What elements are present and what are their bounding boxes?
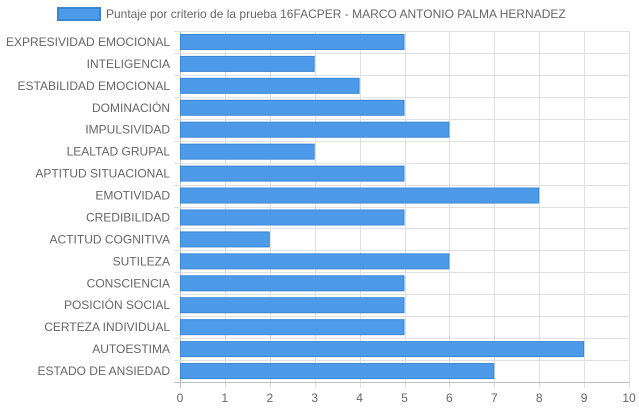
category-label: DOMINACIÓN xyxy=(92,100,170,115)
chart-legend[interactable]: Puntaje por criterio de la prueba 16FACP… xyxy=(57,7,566,21)
x-tick-label: 10 xyxy=(622,391,636,405)
bar xyxy=(180,55,315,72)
category-label: CREDIBILIDAD xyxy=(86,210,170,224)
bar xyxy=(180,297,405,314)
category-label: LEALTAD GRUPAL xyxy=(67,145,171,159)
bar xyxy=(180,209,405,226)
x-tick-label: 6 xyxy=(446,391,453,405)
bar xyxy=(180,121,450,138)
chart-bars xyxy=(180,33,585,380)
bar xyxy=(180,319,405,336)
category-label: APTITUD SITUACIONAL xyxy=(35,167,170,181)
category-label: POSICIÓN SOCIAL xyxy=(64,297,170,312)
category-label: EMOTIVIDAD xyxy=(95,189,170,203)
bar xyxy=(180,143,315,160)
bar xyxy=(180,253,450,270)
bar xyxy=(180,99,405,116)
category-label: SUTILEZA xyxy=(113,254,170,268)
bar xyxy=(180,33,405,50)
bar xyxy=(180,187,540,204)
x-tick-label: 4 xyxy=(356,391,363,405)
category-label: ACTITUD COGNITIVA xyxy=(50,232,170,246)
x-tick-label: 8 xyxy=(536,391,543,405)
x-tick-label: 9 xyxy=(581,391,588,405)
x-tick-label: 0 xyxy=(177,391,184,405)
category-label: IMPULSIVIDAD xyxy=(85,123,170,137)
x-tick-label: 7 xyxy=(491,391,498,405)
bar xyxy=(180,341,585,358)
x-tick-label: 2 xyxy=(266,391,273,405)
category-label: ESTADO DE ANSIEDAD xyxy=(38,364,171,378)
x-tick-label: 1 xyxy=(222,391,229,405)
bar xyxy=(180,165,405,182)
legend-label: Puntaje por criterio de la prueba 16FACP… xyxy=(106,7,566,21)
bar xyxy=(180,231,270,248)
bar xyxy=(180,275,405,292)
legend-swatch xyxy=(57,7,101,21)
chart-grid xyxy=(174,31,630,388)
category-label: CERTEZA INDIVIDUAL xyxy=(44,320,170,334)
category-axis: EXPRESIVIDAD EMOCIONAL INTELIGENCIA ESTABI… xyxy=(6,35,170,378)
bar xyxy=(180,77,360,94)
category-label: ESTABILIDAD EMOCIONAL xyxy=(18,79,171,93)
category-label: CONSCIENCIA xyxy=(87,276,170,290)
category-label: INTELIGENCIA xyxy=(87,57,170,71)
category-label: AUTOESTIMA xyxy=(92,342,170,356)
x-tick-label: 5 xyxy=(401,391,408,405)
bar xyxy=(180,363,495,380)
category-label: EXPRESIVIDAD EMOCIONAL xyxy=(6,35,170,49)
x-tick-label: 3 xyxy=(311,391,318,405)
value-axis: 0 1 2 3 4 5 6 7 8 9 10 xyxy=(177,391,636,405)
